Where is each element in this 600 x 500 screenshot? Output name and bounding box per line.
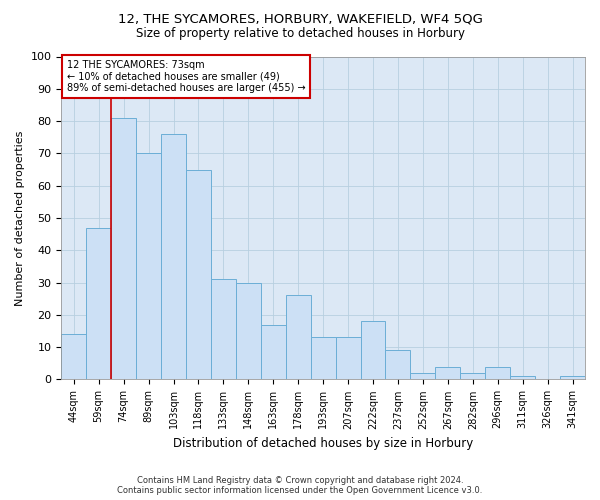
Bar: [361, 322, 385, 380]
Bar: [311, 338, 335, 380]
Bar: [510, 376, 535, 380]
Bar: [385, 350, 410, 380]
Bar: [136, 154, 161, 380]
Bar: [261, 324, 286, 380]
X-axis label: Distribution of detached houses by size in Horbury: Distribution of detached houses by size …: [173, 437, 473, 450]
Bar: [186, 170, 211, 380]
Text: 12 THE SYCAMORES: 73sqm
← 10% of detached houses are smaller (49)
89% of semi-de: 12 THE SYCAMORES: 73sqm ← 10% of detache…: [67, 60, 305, 93]
Bar: [86, 228, 111, 380]
Bar: [211, 280, 236, 380]
Bar: [111, 118, 136, 380]
Text: 12, THE SYCAMORES, HORBURY, WAKEFIELD, WF4 5QG: 12, THE SYCAMORES, HORBURY, WAKEFIELD, W…: [118, 12, 482, 26]
Bar: [560, 376, 585, 380]
Text: Contains HM Land Registry data © Crown copyright and database right 2024.
Contai: Contains HM Land Registry data © Crown c…: [118, 476, 482, 495]
Bar: [161, 134, 186, 380]
Bar: [286, 296, 311, 380]
Bar: [436, 366, 460, 380]
Y-axis label: Number of detached properties: Number of detached properties: [15, 130, 25, 306]
Bar: [335, 338, 361, 380]
Text: Size of property relative to detached houses in Horbury: Size of property relative to detached ho…: [136, 28, 464, 40]
Bar: [236, 282, 261, 380]
Bar: [410, 373, 436, 380]
Bar: [61, 334, 86, 380]
Bar: [485, 366, 510, 380]
Bar: [460, 373, 485, 380]
